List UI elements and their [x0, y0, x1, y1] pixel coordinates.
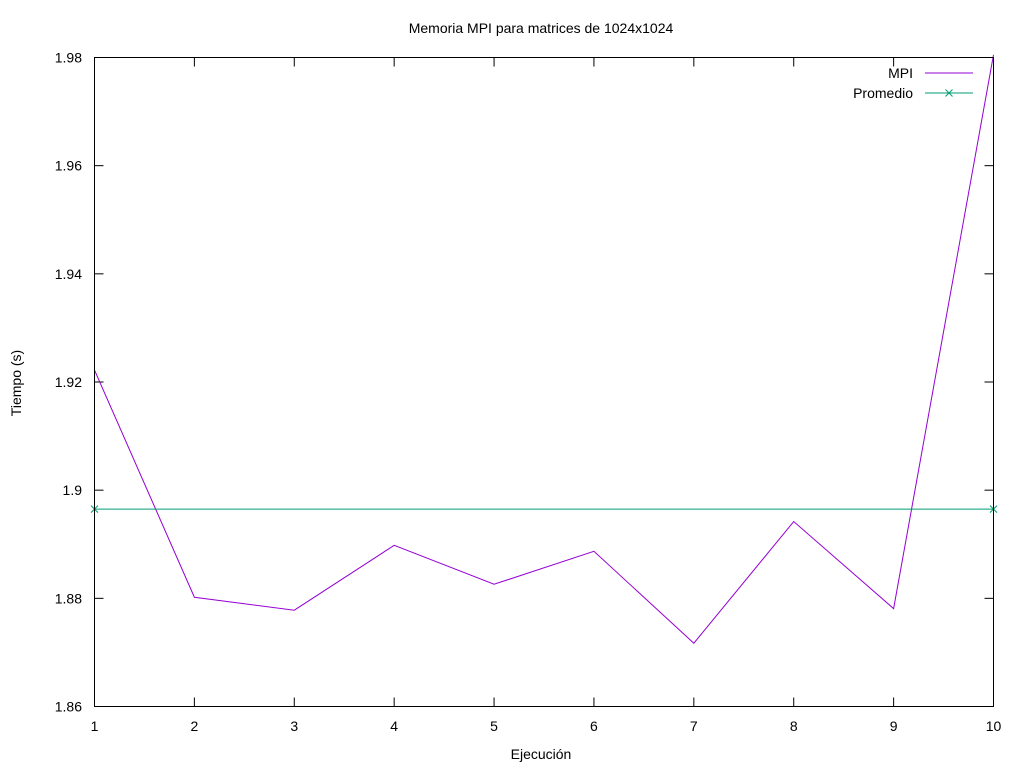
series-line-mpi [94, 54, 994, 644]
x-tick-label: 10 [986, 718, 1002, 734]
y-tick-label: 1.86 [55, 699, 82, 715]
axis-ticks [94, 57, 994, 707]
x-tick-label: 6 [590, 718, 598, 734]
x-tick-label: 7 [690, 718, 698, 734]
x-tick-label: 4 [390, 718, 398, 734]
legend-label-promedio: Promedio [853, 85, 913, 101]
x-tick-label: 2 [190, 718, 198, 734]
legend: MPI Promedio [853, 65, 973, 101]
x-tick-label: 3 [290, 718, 298, 734]
plot-series [90, 54, 998, 644]
legend-marker-promedio [945, 89, 953, 97]
y-tick-label: 1.96 [55, 158, 82, 174]
x-tick-label: 5 [490, 718, 498, 734]
y-tick-label: 1.88 [55, 590, 82, 606]
y-tick-label: 1.98 [55, 50, 82, 66]
chart-title: Memoria MPI para matrices de 1024x1024 [409, 20, 674, 36]
x-tick-label: 8 [790, 718, 798, 734]
y-tick-label: 1.92 [55, 374, 82, 390]
y-tick-label: 1.9 [63, 482, 83, 498]
axis-tick-labels: 1 2 3 4 5 6 7 8 9 10 1.86 1.88 1.9 1.92 1.94 1.96 1.98 [55, 50, 1002, 735]
legend-label-mpi: MPI [888, 65, 913, 81]
x-tick-label: 1 [91, 718, 99, 734]
x-axis-label: Ejecución [511, 746, 572, 762]
y-axis-label: Tiempo (s) [8, 350, 24, 416]
plot-border [94, 57, 994, 707]
y-tick-label: 1.94 [55, 266, 82, 282]
x-tick-label: 9 [890, 718, 898, 734]
